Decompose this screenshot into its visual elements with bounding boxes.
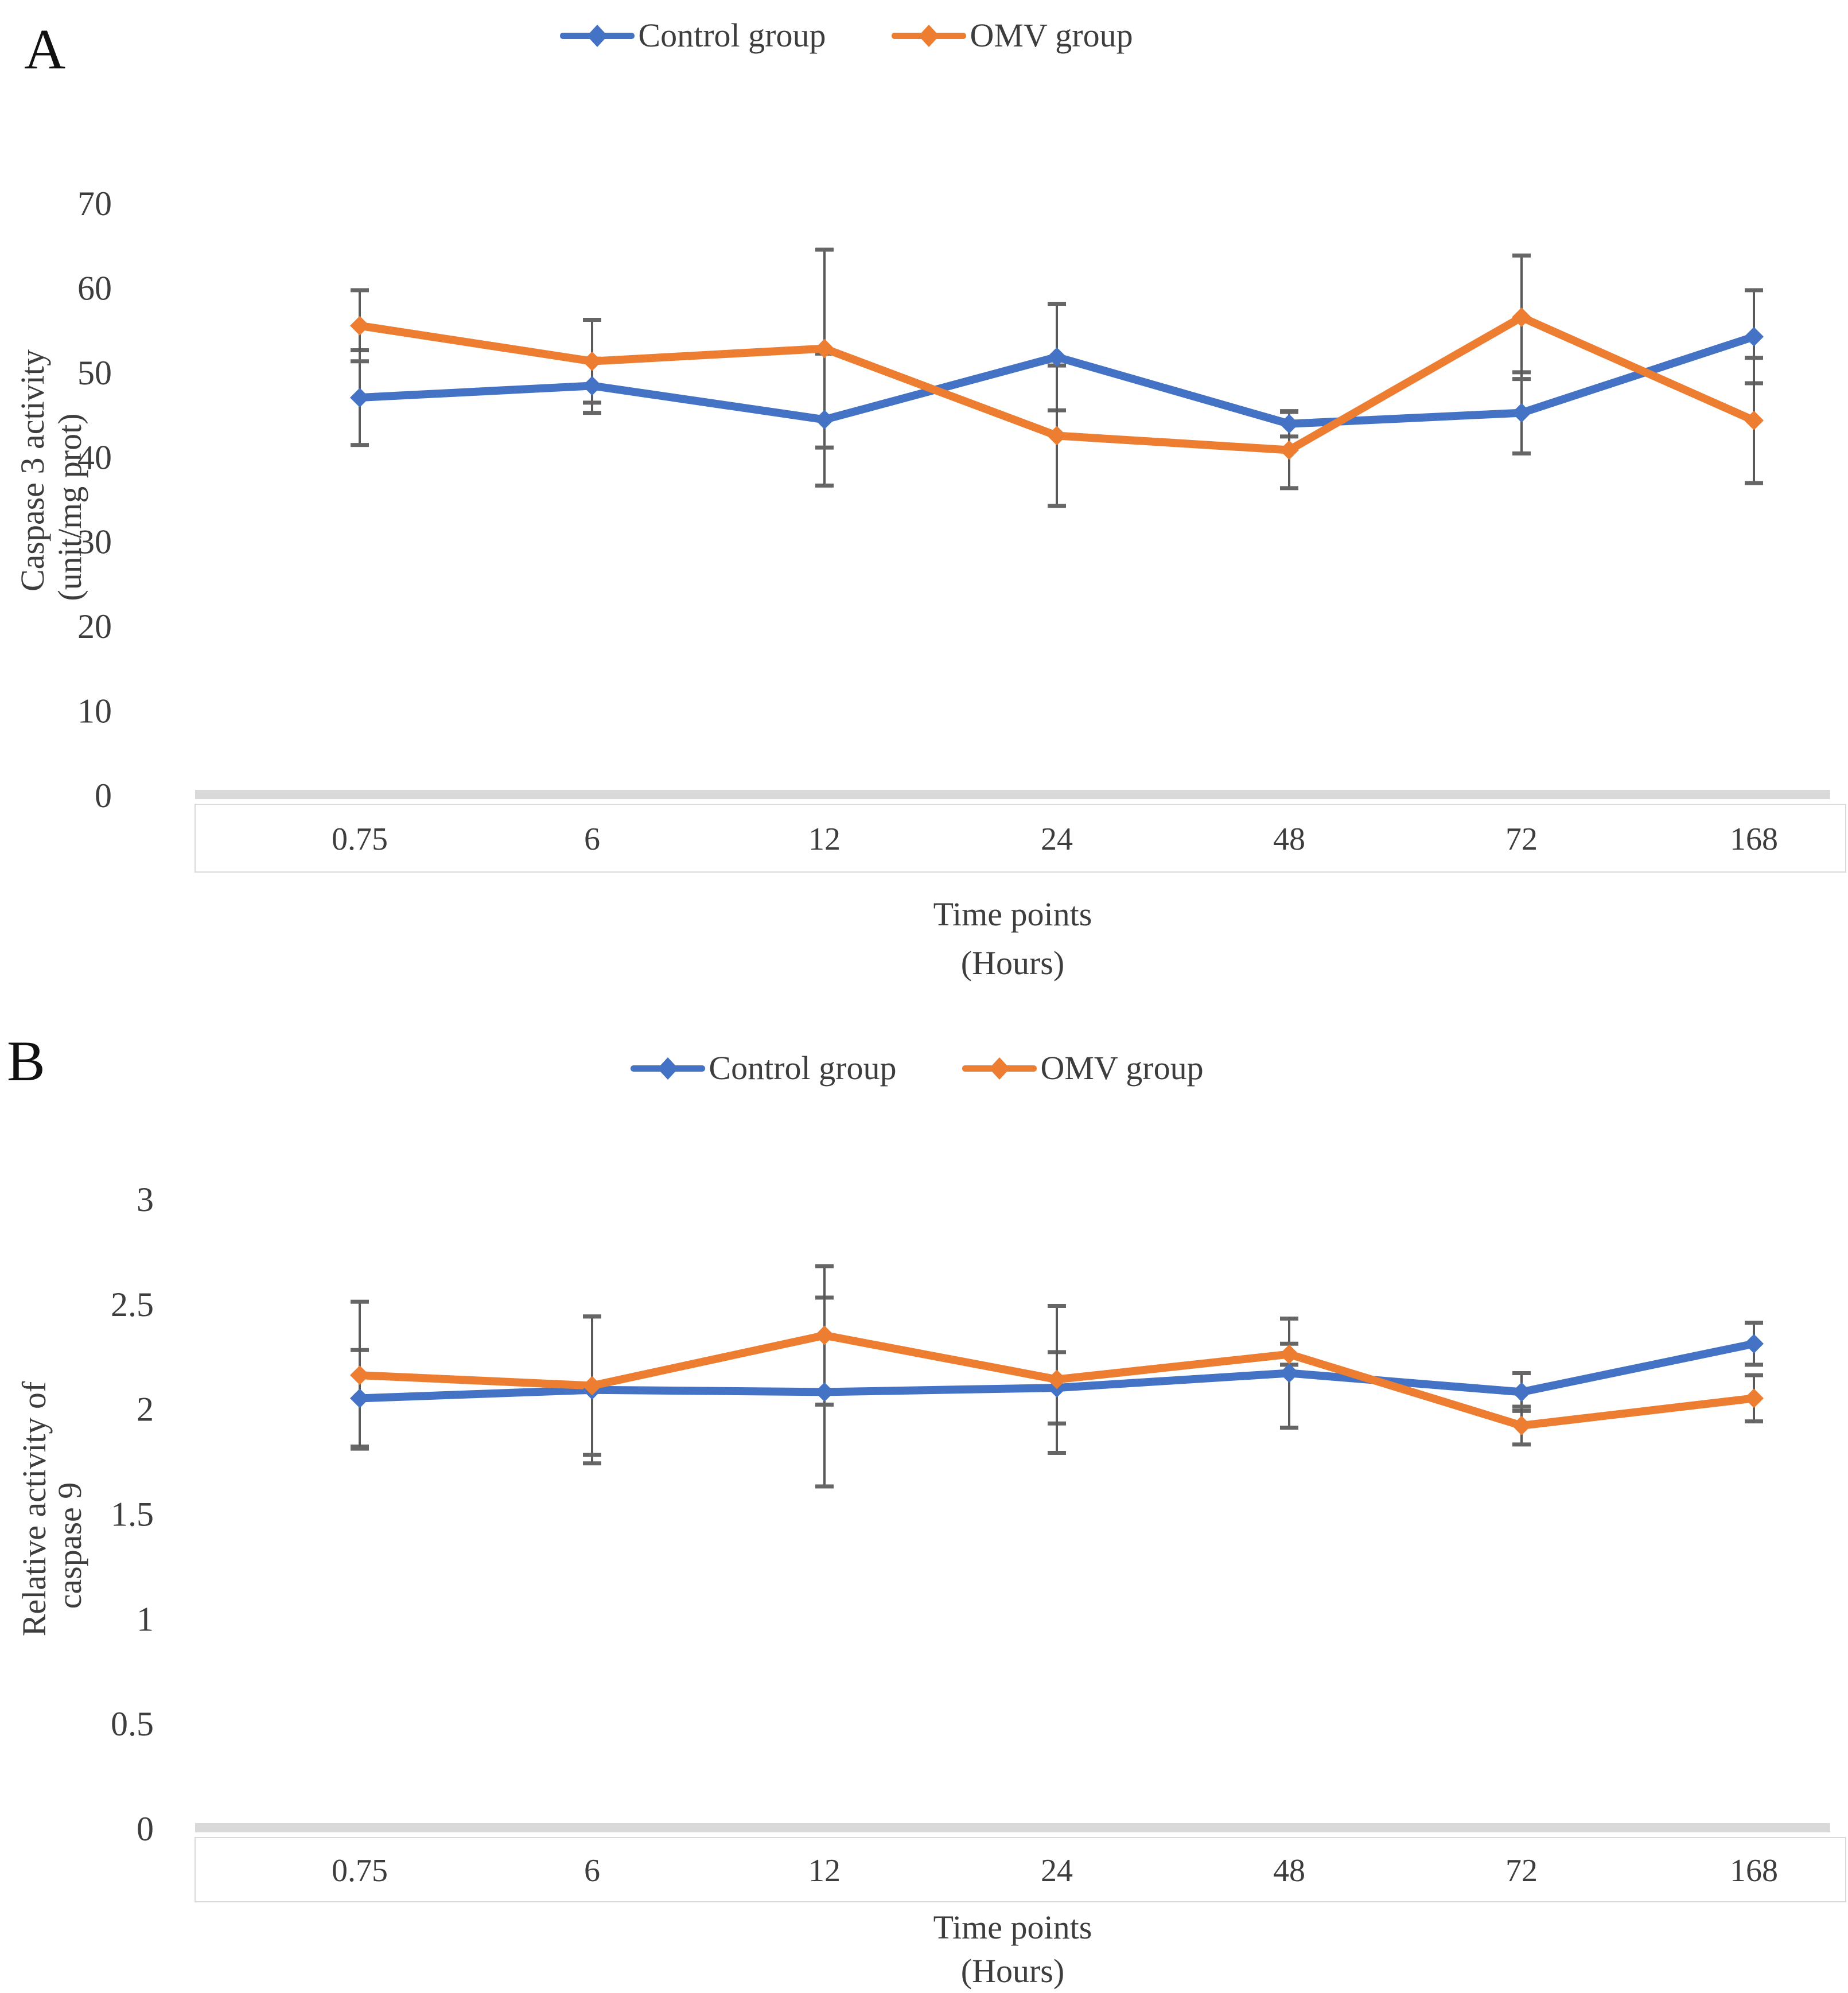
y-axis-tick-label: 3 xyxy=(137,1181,154,1219)
control-group-marker xyxy=(815,1382,834,1402)
panel-a-y-axis-title-line1: Caspase 3 activity xyxy=(14,349,51,592)
control-group-marker xyxy=(1512,403,1531,423)
category-strip xyxy=(194,804,1846,873)
omv-group-marker xyxy=(815,1325,834,1345)
legend-label-control-group: Control group xyxy=(709,1049,897,1087)
x-axis-category-label: 6 xyxy=(584,1853,600,1889)
omv-group-marker xyxy=(1744,410,1764,430)
control-group-marker xyxy=(350,1388,369,1408)
panel-b-y-axis-title-line2: caspase 9 xyxy=(51,1482,88,1609)
legend-label-control-group: Control group xyxy=(638,17,826,54)
x-axis-line xyxy=(195,790,1830,799)
legend-item-omv-group: OMV group xyxy=(962,1049,1204,1087)
control-group-marker xyxy=(350,388,369,408)
control-group-marker xyxy=(1279,414,1299,434)
x-axis-category-label: 0.75 xyxy=(332,1853,388,1889)
omv-series-marker-icon xyxy=(892,24,967,47)
y-axis-tick-label: 10 xyxy=(77,692,112,730)
x-axis-category-label: 48 xyxy=(1273,822,1305,857)
x-axis-category-label: 72 xyxy=(1505,822,1538,857)
control-series-marker-icon xyxy=(631,1057,706,1080)
omv-group-marker xyxy=(1744,1388,1764,1408)
legend-item-omv-group: OMV group xyxy=(892,16,1133,55)
y-axis-tick-label: 0 xyxy=(95,777,112,815)
omv-group-marker xyxy=(350,1365,369,1385)
omv-group-marker xyxy=(582,1376,602,1396)
panel-a-x-axis-unit: (Hours) xyxy=(960,944,1065,982)
omv-group-marker xyxy=(1047,1369,1067,1389)
x-axis-category-label: 168 xyxy=(1730,822,1778,857)
panel-a-x-axis-title: Time points xyxy=(933,896,1092,933)
legend-panel-a: Control group OMV group xyxy=(0,16,1771,55)
omv-group-marker xyxy=(350,316,369,336)
panel-b-label: B xyxy=(7,1029,45,1093)
category-strip xyxy=(194,1837,1846,1902)
legend-item-control-group: Control group xyxy=(631,1049,896,1087)
panel-b-x-axis-unit: (Hours) xyxy=(960,1952,1065,1990)
control-group-marker xyxy=(1744,1334,1764,1354)
control-group-marker xyxy=(582,376,602,396)
panel-b-y-axis-title-line1: Relative activity of xyxy=(15,1381,53,1637)
control-group-marker xyxy=(1279,1363,1299,1383)
omv-series-marker-icon xyxy=(962,1057,1037,1080)
control-series-marker-icon xyxy=(560,24,635,47)
y-axis-tick-label: 1 xyxy=(137,1600,154,1638)
panel-a-label: A xyxy=(24,17,66,81)
control-group-marker xyxy=(1047,347,1067,367)
y-axis-tick-label: 30 xyxy=(77,523,112,561)
panel-a-y-axis-title-line2: (unit/mg prot) xyxy=(51,413,88,601)
legend-label-omv-group: OMV group xyxy=(1040,1049,1204,1087)
x-axis-category-label: 0.75 xyxy=(332,822,388,857)
control-group-marker xyxy=(1744,326,1764,347)
y-axis-tick-label: 60 xyxy=(77,269,112,307)
omv-group-marker xyxy=(1279,1344,1299,1364)
omv-group-marker xyxy=(1279,440,1299,460)
legend-item-control-group: Control group xyxy=(560,16,826,55)
x-axis-category-label: 12 xyxy=(808,1853,841,1889)
y-axis-tick-label: 70 xyxy=(77,185,112,223)
y-axis-tick-label: 2.5 xyxy=(111,1286,154,1324)
y-axis-tick-label: 1.5 xyxy=(111,1496,154,1533)
x-axis-category-label: 12 xyxy=(808,822,841,857)
legend-label-omv-group: OMV group xyxy=(970,17,1133,54)
x-axis-line xyxy=(195,1823,1830,1832)
control-group-marker xyxy=(1512,1382,1531,1402)
y-axis-tick-label: 20 xyxy=(77,608,112,645)
x-axis-category-label: 48 xyxy=(1273,1853,1305,1889)
omv-group-marker xyxy=(582,351,602,371)
omv-group-marker xyxy=(1047,426,1067,446)
y-axis-tick-label: 40 xyxy=(77,438,112,476)
x-axis-category-label: 6 xyxy=(584,822,600,857)
x-axis-category-label: 24 xyxy=(1041,1853,1073,1889)
y-axis-tick-label: 0.5 xyxy=(111,1705,154,1743)
y-axis-tick-label: 2 xyxy=(137,1391,154,1428)
legend-panel-b: Control group OMV group xyxy=(0,1049,1841,1087)
omv-group-marker xyxy=(815,338,834,359)
x-axis-category-label: 24 xyxy=(1041,822,1073,857)
y-axis-tick-label: 50 xyxy=(77,354,112,392)
y-axis-tick-label: 0 xyxy=(137,1810,154,1848)
panel-b-x-axis-title: Time points xyxy=(933,1909,1092,1946)
omv-group-marker xyxy=(1512,307,1531,328)
x-axis-category-label: 168 xyxy=(1730,1853,1778,1889)
control-group-marker xyxy=(815,410,834,430)
x-axis-category-label: 72 xyxy=(1505,1853,1538,1889)
omv-group-marker xyxy=(1512,1415,1531,1435)
